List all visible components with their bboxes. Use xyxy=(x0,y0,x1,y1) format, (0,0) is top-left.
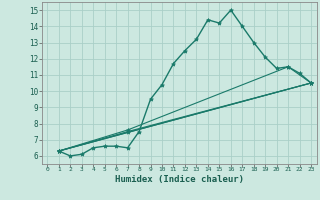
X-axis label: Humidex (Indice chaleur): Humidex (Indice chaleur) xyxy=(115,175,244,184)
